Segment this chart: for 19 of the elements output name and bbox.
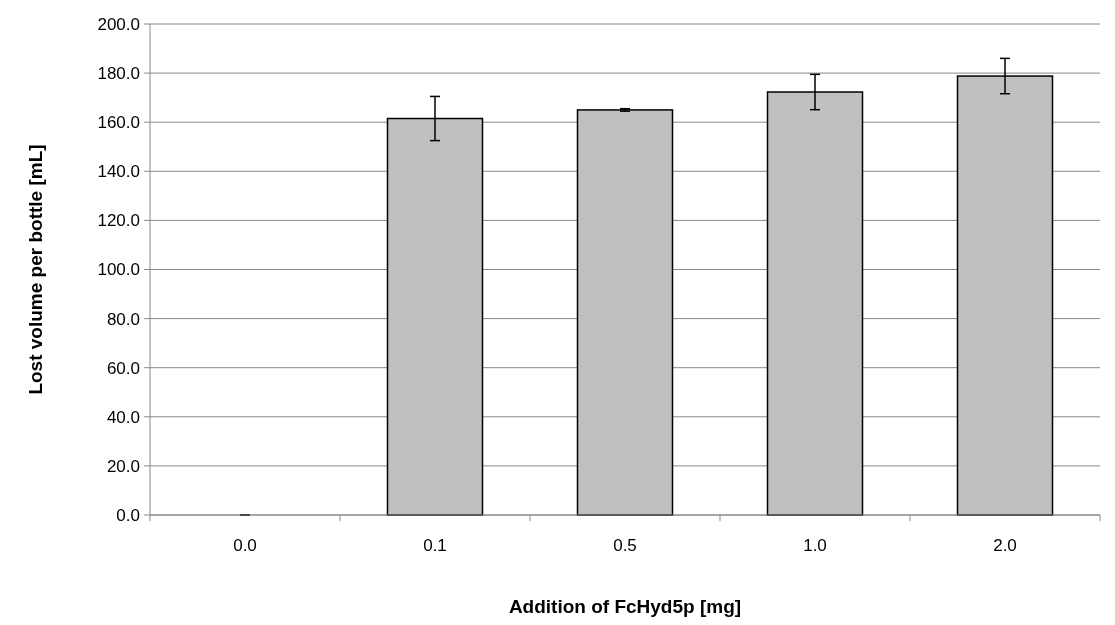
x-tick-label: 0.1 [423,536,447,555]
x-tick-label: 1.0 [803,536,827,555]
y-tick-label: 200.0 [97,14,140,34]
x-axis-title: Addition of FcHyd5p [mg] [508,596,742,617]
y-tick-label: 160.0 [97,113,140,133]
bar [576,109,674,516]
y-tick-label: 0.0 [116,505,140,525]
y-tick-label: 40.0 [106,407,140,427]
x-tick-label: 2.0 [993,536,1017,555]
x-tick-label: 0.5 [613,536,637,555]
y-tick-label: 20.0 [106,456,140,476]
x-tick-label: 0.0 [233,536,257,555]
y-tick-label: 100.0 [97,260,140,280]
y-tick-label: 80.0 [106,309,140,329]
y-tick-label: 60.0 [106,358,140,378]
y-tick-label: 120.0 [97,211,140,231]
y-tick-label: 140.0 [97,162,140,182]
y-tick-label: 180.0 [97,64,140,84]
y-axis-title: Lost volume per bottle [mL] [25,144,46,395]
